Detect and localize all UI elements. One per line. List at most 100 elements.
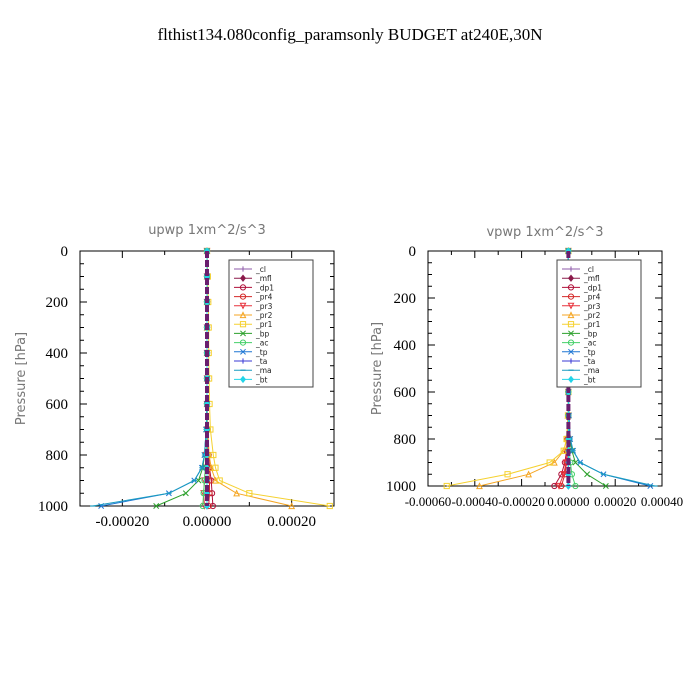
legend-item: _cl bbox=[562, 265, 594, 274]
series-marker bbox=[246, 490, 253, 497]
legend-item: _tp bbox=[234, 348, 268, 357]
legend-marker bbox=[568, 274, 574, 282]
series-line bbox=[101, 251, 208, 507]
legend-item: _pr1 bbox=[234, 320, 273, 329]
legend-label: _cl bbox=[255, 265, 266, 274]
legend-item: _pr4 bbox=[562, 293, 601, 302]
series-line bbox=[446, 251, 569, 487]
legend-item: _pr4 bbox=[234, 293, 273, 302]
panel-title: upwp 1xm^2/s^3 bbox=[148, 223, 266, 238]
y-tick-label: 0 bbox=[409, 244, 417, 260]
legend-label: _dp1 bbox=[255, 283, 274, 292]
legend-label: _tp bbox=[583, 348, 596, 357]
legend-item: _bt bbox=[562, 375, 596, 384]
legend-label: _ma bbox=[583, 366, 600, 375]
legend-label: _pr4 bbox=[583, 293, 601, 302]
series-marker bbox=[584, 471, 591, 478]
series-marker bbox=[195, 477, 202, 484]
legend-marker bbox=[239, 284, 247, 291]
legend-marker bbox=[240, 348, 246, 355]
legend-item: _ta bbox=[562, 357, 595, 366]
legend-marker bbox=[240, 358, 246, 364]
panel-title: vpwp 1xm^2/s^3 bbox=[486, 225, 603, 240]
legend-label: _ta bbox=[583, 357, 595, 366]
series-marker bbox=[182, 490, 189, 497]
legend-item: _ta bbox=[234, 357, 267, 366]
x-tick-label: 0.00000 bbox=[183, 514, 232, 530]
series-marker bbox=[572, 459, 579, 466]
legend-label: _cl bbox=[583, 265, 594, 274]
legend-label: _pr2 bbox=[255, 311, 273, 320]
legend-label: _mfl bbox=[583, 274, 600, 283]
legend-item: _cl bbox=[234, 265, 266, 274]
x-tick-label: -0.00060 bbox=[405, 494, 452, 509]
legend-item: _bt bbox=[234, 375, 268, 384]
legend-label: _bp bbox=[583, 329, 598, 338]
series-marker bbox=[551, 482, 558, 490]
chart-panel-2: vpwp 1xm^2/s^3 Pressure [hPa] 0 200 400 600 80… bbox=[370, 225, 683, 509]
legend-item: _pr1 bbox=[562, 320, 601, 329]
legend-marker bbox=[568, 348, 574, 355]
series-marker bbox=[560, 471, 568, 478]
x-tick-label: -0.00020 bbox=[95, 514, 149, 530]
x-tick-label: 0.00040 bbox=[641, 494, 683, 509]
legend-marker bbox=[567, 293, 575, 300]
series-line bbox=[92, 251, 208, 507]
legend-label: _bt bbox=[255, 375, 268, 384]
series-marker bbox=[504, 471, 511, 478]
legend-label: _ac bbox=[583, 339, 596, 348]
legend-item: _dp1 bbox=[562, 283, 602, 292]
legend-marker bbox=[239, 321, 247, 328]
legend-label: _dp1 bbox=[583, 283, 602, 292]
legend-marker bbox=[567, 302, 575, 310]
y-axis-label: Pressure [hPa] bbox=[370, 322, 385, 415]
y-tick-label: 200 bbox=[46, 295, 69, 311]
legend-marker bbox=[568, 375, 574, 384]
legend-item: _pr3 bbox=[562, 302, 601, 311]
series-marker bbox=[216, 477, 223, 484]
series-marker bbox=[602, 483, 609, 489]
y-tick-label: 1000 bbox=[38, 499, 68, 515]
chart-panel-1: upwp 1xm^2/s^3 Pressure [hPa] 0 200 400 600 80… bbox=[14, 223, 335, 530]
legend-item: _ma bbox=[234, 366, 272, 375]
legend-label: _pr1 bbox=[255, 320, 273, 329]
series-marker bbox=[288, 502, 296, 510]
legend-marker bbox=[239, 293, 247, 300]
x-tick-label: -0.00040 bbox=[452, 494, 499, 509]
legend: _cl_mfl_dp1_pr4_pr3_pr2_pr1_bp_ac_tp_ta_… bbox=[228, 259, 314, 388]
series-pr1 bbox=[443, 247, 572, 490]
series-marker bbox=[443, 482, 450, 490]
series-marker bbox=[525, 470, 533, 478]
figure-title: flthist134.080config_paramsonly BUDGET a… bbox=[158, 25, 543, 44]
legend-item: _ac bbox=[234, 339, 268, 348]
x-tick-label: 0.00000 bbox=[547, 494, 589, 509]
series-marker bbox=[153, 503, 160, 509]
legend-item: _bp bbox=[562, 329, 598, 338]
legend-label: _pr2 bbox=[583, 311, 601, 320]
legend-marker bbox=[240, 330, 246, 337]
legend-label: _bt bbox=[583, 375, 596, 384]
legend-label: _tp bbox=[255, 348, 268, 357]
legend-item: _pr2 bbox=[562, 311, 601, 320]
series-marker bbox=[209, 502, 217, 510]
legend-label: _bp bbox=[255, 329, 270, 338]
y-tick-label: 800 bbox=[46, 448, 69, 464]
legend-marker bbox=[567, 339, 575, 346]
legend-item: _bp bbox=[234, 329, 270, 338]
legend-marker bbox=[240, 274, 246, 282]
y-tick-label: 1000 bbox=[386, 479, 416, 495]
series-marker bbox=[476, 482, 483, 490]
legend-label: _mfl bbox=[255, 274, 272, 283]
series-ma bbox=[90, 250, 210, 507]
x-tick-label: -0.00020 bbox=[498, 494, 545, 509]
legend-marker bbox=[239, 339, 247, 346]
legend-marker bbox=[567, 321, 575, 328]
legend-marker bbox=[568, 266, 574, 272]
series-marker bbox=[210, 451, 217, 459]
x-tick-label: 0.00020 bbox=[594, 494, 636, 509]
legend-box bbox=[556, 259, 642, 388]
y-tick-label: 400 bbox=[46, 346, 69, 362]
legend-marker bbox=[567, 311, 575, 319]
series-line bbox=[479, 251, 569, 487]
